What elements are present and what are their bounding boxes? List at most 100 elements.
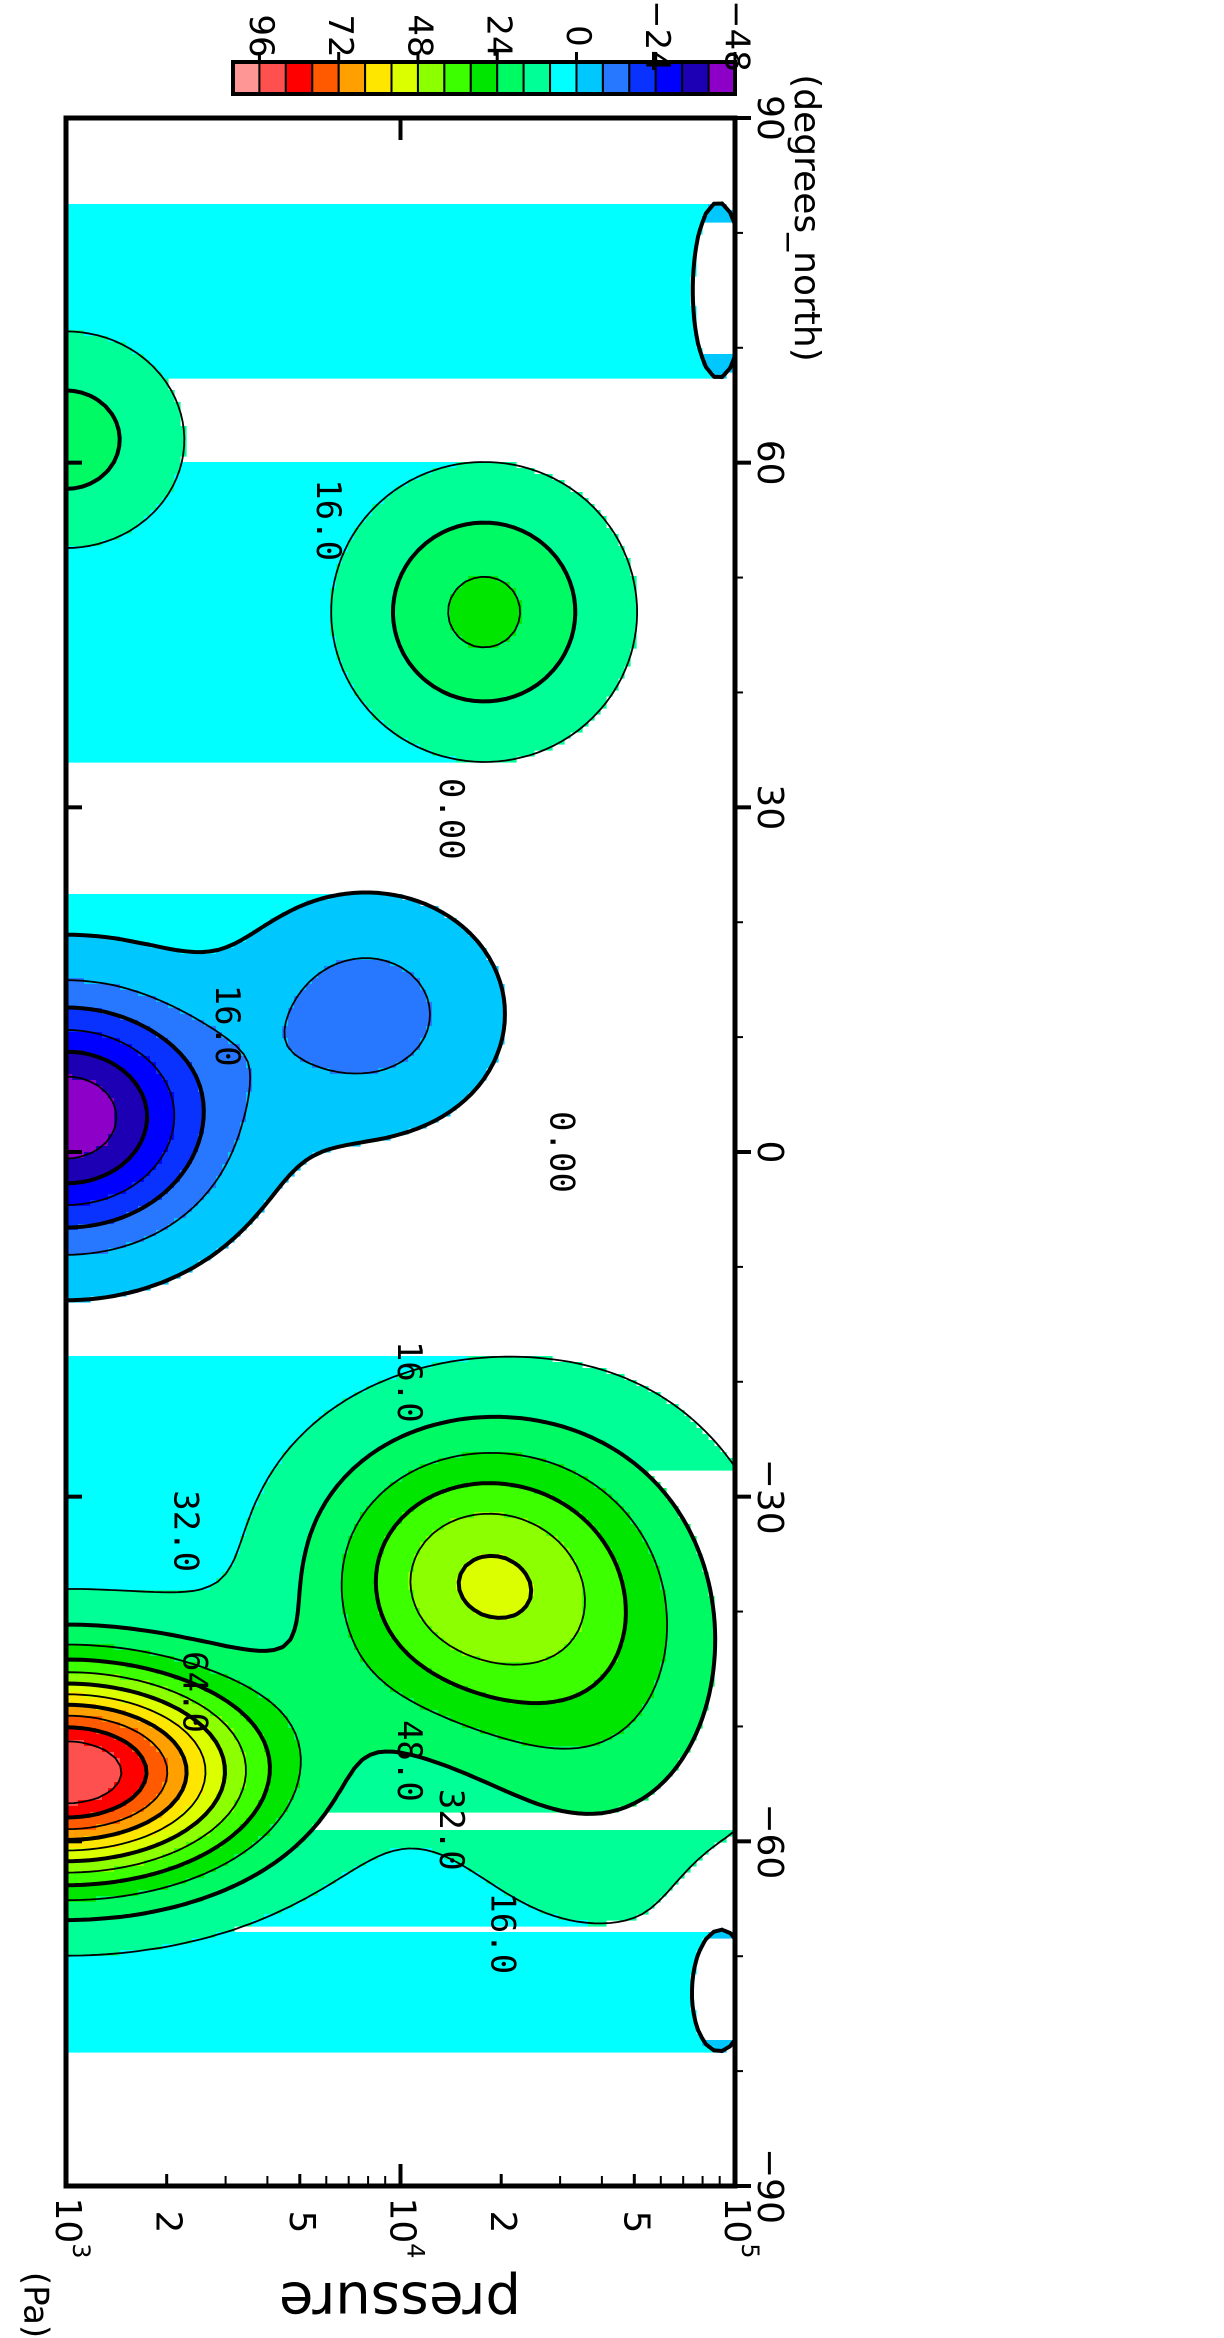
contour-fill-cell bbox=[348, 1548, 385, 1555]
contour-fill-cell bbox=[378, 1566, 415, 1573]
contour-fill-cell bbox=[342, 1782, 493, 1789]
contour-fill-cell bbox=[66, 924, 265, 931]
contour-fill-cell bbox=[480, 1872, 685, 1879]
contour-fill-cell bbox=[456, 1584, 535, 1591]
contour-fill-cell bbox=[372, 708, 601, 715]
contour-fill-cell bbox=[282, 1710, 439, 1717]
contour-fill-cell bbox=[174, 1818, 199, 1825]
contour-fill-cell bbox=[66, 1260, 199, 1267]
contour-fill-cell bbox=[120, 1164, 157, 1171]
contour-fill-cell bbox=[66, 1674, 121, 1681]
contour-fill-cell bbox=[228, 1812, 253, 1819]
contour-fill-cell bbox=[126, 1662, 199, 1669]
contour-fill-cell bbox=[246, 1716, 289, 1723]
contour-fill-cell bbox=[378, 1560, 415, 1567]
contour-fill-cell bbox=[288, 1848, 391, 1855]
contour-fill-cell bbox=[312, 1422, 433, 1429]
contour-fill-cell bbox=[504, 522, 607, 529]
contour-fill-cell bbox=[180, 1752, 205, 1759]
contour-fill-cell bbox=[222, 1572, 301, 1579]
contour-fill-cell bbox=[180, 1812, 205, 1819]
contour-fill-cell bbox=[66, 1986, 691, 1993]
contour-fill-cell bbox=[66, 1764, 121, 1771]
contour-fill-cell bbox=[294, 1632, 349, 1639]
contour-fill-cell bbox=[288, 1638, 355, 1645]
contour-fill-cell bbox=[66, 1236, 145, 1243]
contour-fill-cell bbox=[96, 1146, 139, 1153]
contour-fill-cell bbox=[66, 1758, 121, 1765]
contour-fill-cell bbox=[336, 1878, 487, 1885]
contour-fill-cell bbox=[576, 618, 637, 625]
contour-fill-cell bbox=[162, 1812, 181, 1819]
contour-fill-cell bbox=[390, 1626, 433, 1633]
contour-fill-cell bbox=[66, 984, 121, 991]
contour-fill-cell bbox=[174, 1128, 205, 1135]
contour-fill-cell bbox=[486, 1878, 679, 1885]
contour-fill-cell bbox=[84, 390, 175, 397]
contour-fill-cell bbox=[66, 1530, 247, 1537]
contour-fill-cell bbox=[66, 210, 709, 217]
contour-fill-cell bbox=[138, 990, 301, 997]
contour-fill-cell bbox=[222, 1770, 247, 1777]
contour-fill-cell bbox=[66, 1044, 133, 1051]
contour-fill-cell bbox=[612, 1662, 661, 1669]
contour-fill-cell bbox=[654, 1560, 703, 1567]
contour-fill-cell bbox=[432, 1362, 583, 1369]
contour-fill-cell bbox=[540, 540, 619, 547]
contour-fill-cell bbox=[270, 1764, 301, 1771]
contour-fill-cell bbox=[330, 618, 397, 625]
contour-fill-cell bbox=[234, 1800, 259, 1807]
contour-fill-cell bbox=[300, 1770, 355, 1777]
contour-fill-cell bbox=[444, 528, 523, 535]
contour-fill-cell bbox=[192, 1824, 217, 1831]
contour-fill-cell bbox=[66, 990, 139, 997]
contour-fill-cell bbox=[66, 1716, 103, 1723]
contour-fill-cell bbox=[330, 624, 397, 631]
contour-fill-cell bbox=[708, 366, 733, 373]
contour-fill-cell bbox=[108, 1134, 145, 1141]
contour-fill-cell bbox=[192, 1158, 229, 1165]
contour-fill-cell bbox=[396, 1524, 445, 1531]
contour-fill-cell bbox=[390, 960, 493, 967]
contour-fill-cell bbox=[126, 1212, 187, 1219]
contour-fill-cell bbox=[66, 1518, 247, 1525]
contour-fill-cell bbox=[246, 1062, 313, 1069]
contour-fill-cell bbox=[66, 1626, 133, 1633]
contour-fill-cell bbox=[126, 1158, 163, 1165]
contour-fill-cell bbox=[504, 696, 607, 703]
colorbar-swatch bbox=[416, 61, 446, 95]
contour-fill-cell bbox=[174, 474, 421, 481]
contour-fill-cell bbox=[66, 312, 697, 319]
contour-fill-cell bbox=[66, 234, 697, 241]
contour-fill-cell bbox=[66, 372, 163, 379]
contour-fill-cell bbox=[66, 414, 115, 421]
contour-fill-cell bbox=[378, 1596, 415, 1603]
contour-fill-cell bbox=[66, 1014, 121, 1021]
contour-fill-cell bbox=[564, 654, 631, 661]
contour-fill-cell bbox=[594, 1524, 637, 1531]
contour-fill-cell bbox=[276, 1464, 355, 1471]
contour-fill-cell bbox=[66, 1554, 235, 1561]
contour-fill-cell bbox=[162, 1698, 193, 1705]
contour-fill-cell bbox=[312, 978, 421, 985]
contour-fill-cell bbox=[426, 678, 541, 685]
contour-fill-cell bbox=[72, 1074, 133, 1081]
contour-fill-cell bbox=[468, 576, 499, 583]
contour-fill-cell bbox=[66, 1278, 169, 1285]
contour-fill-cell bbox=[66, 1458, 283, 1465]
contour-fill-cell bbox=[66, 2016, 697, 2023]
contour-fill-cell bbox=[372, 510, 601, 517]
contour-fill-cell bbox=[144, 1734, 169, 1741]
contour-fill-cell bbox=[450, 594, 517, 601]
contour-fill-cell bbox=[378, 1068, 487, 1075]
contour-fill-cell bbox=[558, 1536, 601, 1543]
contour-fill-cell bbox=[348, 1536, 385, 1543]
contour-fill-cell bbox=[702, 2040, 733, 2047]
contour-fill-cell bbox=[66, 936, 121, 943]
contour-fill-cell bbox=[276, 1860, 367, 1867]
contour-fill-cell bbox=[246, 1524, 313, 1531]
contour-fill-cell bbox=[120, 1950, 697, 1957]
contour-fill-cell bbox=[210, 1668, 373, 1675]
contour-fill-cell bbox=[216, 1932, 709, 1939]
contour-fill-cell bbox=[504, 1890, 667, 1897]
